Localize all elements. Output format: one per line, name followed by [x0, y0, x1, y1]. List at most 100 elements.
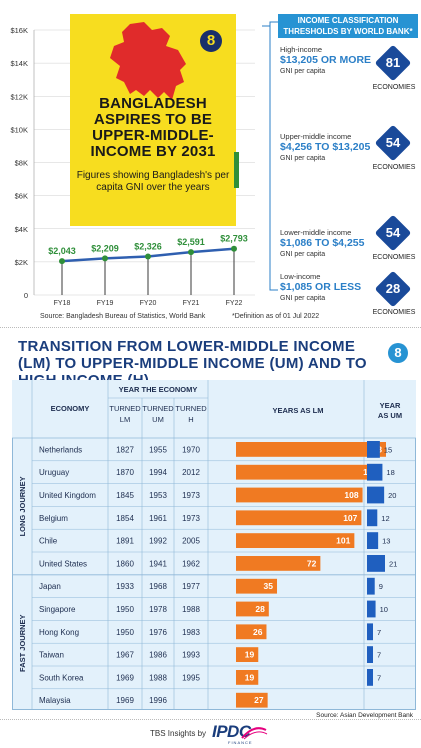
tier-range: $1,086 TO $4,255 [280, 237, 365, 249]
bar-years-lm [236, 464, 382, 480]
ipdc-logo: IPDC [212, 722, 251, 741]
y-tick-label: $16K [10, 26, 28, 35]
bar-years-um [367, 486, 385, 504]
cell-turned-um: 1994 [149, 468, 167, 477]
cell-turned-lm: 1891 [116, 537, 134, 546]
data-label: $2,326 [134, 241, 162, 251]
header-years-um-line2: AS UM [378, 411, 402, 420]
bar-years-um [367, 577, 375, 595]
tier-unit: GNI per capita [280, 155, 326, 162]
bar-label-years-lm: 72 [307, 558, 317, 568]
tier-high: High-income $13,205 OR MORE GNI per capi… [280, 45, 376, 76]
bar-label-years-lm: 108 [344, 490, 358, 500]
bar-label-years-um: 18 [386, 468, 394, 477]
threshold-bracket [262, 21, 278, 291]
bar-years-lm [236, 601, 269, 617]
cell-turned-lm: 1967 [116, 651, 134, 660]
y-tick-label: $12K [10, 92, 28, 101]
cell-economy: Netherlands [39, 445, 82, 454]
cell-turned-um: 1992 [149, 537, 167, 546]
x-tick-label: FY22 [226, 300, 243, 307]
y-tick-label: $6K [15, 192, 28, 201]
header-years-lm: YEARS AS LM [273, 406, 324, 415]
footer-credit: TBS Insights by [150, 729, 207, 738]
tier-name: Lower-middle income [280, 228, 352, 237]
bar-label-years-um: 7 [377, 651, 381, 660]
count-value: 81 [385, 55, 401, 70]
y-tick-label: $4K [15, 225, 28, 234]
bar-years-um [367, 623, 373, 641]
tier-range: $4,256 TO $13,205 [280, 141, 371, 153]
cell-turned-h: 1983 [182, 628, 200, 637]
cell-turned-um: 1955 [149, 445, 167, 454]
economies-label: ECONOMIES [372, 164, 416, 171]
cell-economy: Singapore [39, 605, 76, 614]
header-years-um-line1: YEAR [380, 401, 401, 410]
cell-turned-lm: 1933 [116, 582, 134, 591]
y-tick-label: $14K [10, 59, 28, 68]
header-economy: ECONOMY [51, 404, 90, 413]
x-tick-label: FY19 [97, 300, 114, 307]
cell-economy: South Korea [39, 673, 84, 682]
cell-economy: Japan [39, 582, 61, 591]
tier-name: Upper-middle income [280, 132, 352, 141]
data-point [188, 249, 194, 256]
count-badge-lower-middle: 54 [374, 214, 412, 252]
header-year-group: YEAR THE ECONOMY [119, 385, 198, 394]
bar-label-years-lm: 27 [254, 695, 264, 705]
header-h-line1: TURNED [175, 404, 207, 413]
cell-economy: Hong Kong [39, 628, 79, 637]
table-source: Source: Asian Development Bank [316, 712, 413, 719]
bar-years-lm [236, 442, 386, 457]
cell-turned-h: 1977 [182, 582, 200, 591]
tier-upper-middle: Upper-middle income $4,256 TO $13,205 GN… [280, 132, 376, 163]
bar-years-lm [236, 578, 278, 594]
threshold-title: INCOME CLASSIFICATION THRESHOLDS BY WORL… [278, 14, 418, 38]
cell-turned-um: 1978 [149, 605, 167, 614]
cell-turned-h: 2005 [182, 537, 200, 546]
subheadline: Figures showing Bangladesh's per capita … [76, 170, 230, 193]
cell-economy: Belgium [39, 514, 68, 523]
bar-label-years-um: 20 [388, 491, 396, 500]
bar-years-um [367, 555, 385, 572]
cell-turned-um: 1986 [149, 651, 167, 660]
bar-label-years-lm: 35 [264, 581, 274, 591]
accent-bar [234, 152, 239, 188]
tier-low: Low-income $1,085 OR LESS GNI per capita [280, 272, 376, 303]
cell-turned-um: 1968 [149, 582, 167, 591]
definition-note: *Definition as of 01 Jul 2022 [232, 313, 320, 320]
header-lm-line2: LM [120, 415, 130, 424]
cell-economy: Malaysia [39, 696, 71, 705]
tier-name: Low-income [280, 272, 321, 281]
footer-divider [0, 719, 421, 722]
x-tick-label: FY18 [54, 300, 71, 307]
bar-label-years-lm: 19 [245, 650, 255, 660]
group-label: FAST JOURNEY [18, 614, 27, 672]
bar-label-years-um: 7 [377, 628, 381, 637]
bar-years-lm [236, 533, 355, 548]
bar-label-years-um: 10 [380, 605, 388, 614]
cell-economy: Uruguay [39, 468, 69, 477]
cell-economy: Taiwan [39, 651, 64, 660]
bar-years-lm [236, 556, 321, 571]
group-label: LONG JOURNEY [18, 476, 27, 536]
tier-unit: GNI per capita [280, 295, 326, 302]
y-tick-label: $2K [15, 258, 28, 267]
y-tick-label: $8K [15, 159, 28, 168]
x-tick-label: FY20 [140, 300, 157, 307]
bar-label-years-um: 13 [382, 537, 390, 546]
cell-turned-h: 1973 [182, 491, 200, 500]
bar-years-lm [236, 510, 362, 526]
cell-economy: Chile [39, 537, 58, 546]
bar-years-um [367, 441, 380, 458]
header-um-line1: TURNED [142, 404, 174, 413]
cell-turned-h: 1962 [182, 559, 200, 568]
transition-table-graphic: ECONOMY YEAR THE ECONOMY TURNED LM TURNED UM T… [12, 380, 416, 710]
y-tick-label: $10K [10, 125, 28, 134]
bar-years-um [367, 669, 373, 686]
cell-turned-h: 2012 [182, 468, 200, 477]
bar-label-years-um: 12 [381, 514, 389, 523]
count-value: 54 [385, 135, 401, 150]
count-badge-upper-middle: 54 [374, 124, 412, 162]
